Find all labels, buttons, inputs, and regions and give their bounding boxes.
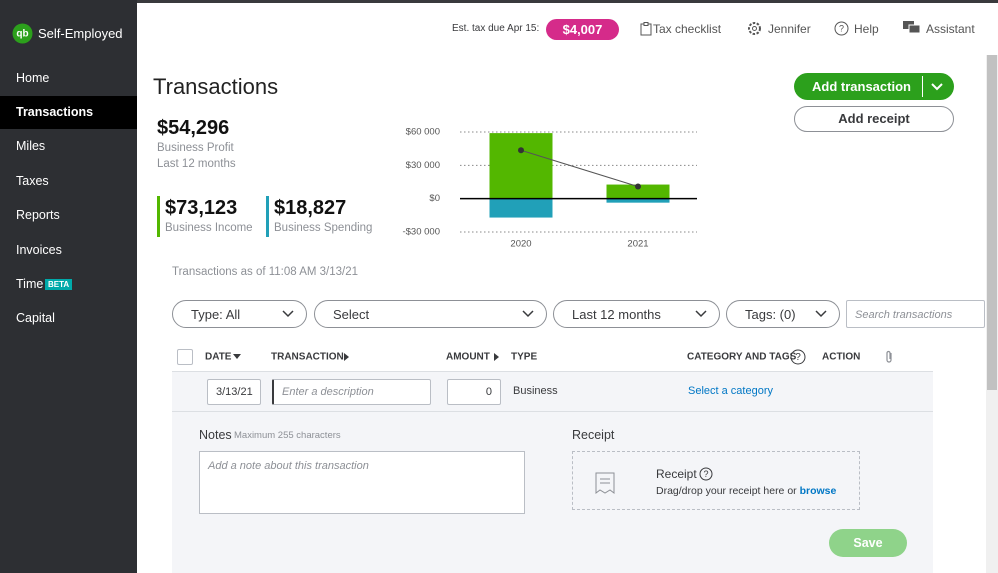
assistant[interactable]: Assistant <box>926 22 975 36</box>
receipt-label: Receipt <box>572 428 615 442</box>
amount-input[interactable]: 0 <box>447 379 501 405</box>
nav-item[interactable]: Invoices <box>16 243 62 257</box>
income-label: Business Income <box>165 222 253 234</box>
button-label: Add transaction <box>812 79 911 94</box>
app-name: Self-Employed <box>38 26 123 41</box>
income-amount: $73,123 <box>165 197 238 219</box>
add-receipt-button[interactable]: Add receipt <box>794 106 954 132</box>
description-input[interactable]: Enter a description <box>272 379 431 405</box>
bar <box>606 184 670 199</box>
gear-icon <box>748 22 761 35</box>
column-header: CATEGORY AND TAGS <box>687 351 797 363</box>
help[interactable]: Help <box>854 22 879 36</box>
filter-label: Select <box>333 306 370 322</box>
help-icon[interactable]: ? <box>790 349 806 365</box>
nav-item[interactable]: Time <box>16 277 44 291</box>
sort-icon <box>494 353 499 361</box>
category-link[interactable]: Select a category <box>688 385 773 397</box>
svg-text:?: ? <box>795 352 801 363</box>
period-filter[interactable]: Last 12 months <box>553 300 720 328</box>
profit-line <box>520 149 639 188</box>
type-value: Business <box>513 385 558 397</box>
profit-amount: $54,296 <box>157 117 230 139</box>
nav-item[interactable]: Taxes <box>16 174 49 188</box>
beta-badge: BETA <box>45 279 73 290</box>
search-input[interactable]: Search transactions <box>846 300 985 328</box>
attachment-icon <box>886 350 892 363</box>
top-border <box>137 0 998 3</box>
tax-checklist[interactable]: Tax checklist <box>653 22 722 36</box>
nav-item[interactable]: Transactions <box>16 105 94 119</box>
receipt-icon <box>595 472 615 494</box>
profit-label: Business Profit <box>157 142 234 154</box>
svg-text:?: ? <box>703 469 708 479</box>
svg-text:?: ? <box>839 23 844 33</box>
page-title: Transactions <box>153 74 279 99</box>
y-tick-label: -$30 000 <box>402 227 440 238</box>
sidebar: qb Self-Employed Home Transactions Miles… <box>0 0 137 573</box>
bar <box>489 133 553 199</box>
receipt-text: Drag/drop your receipt here or browse <box>656 485 836 497</box>
checklist-icon <box>640 22 652 36</box>
period-label: Last 12 months <box>157 158 236 170</box>
y-tick-label: $30 000 <box>406 160 440 171</box>
type-filter[interactable]: Type: All <box>172 300 307 328</box>
drop-text: Drag/drop your receipt here or <box>656 485 797 497</box>
bar <box>606 198 670 203</box>
y-tick-label: $60 000 <box>406 127 440 138</box>
help-icon[interactable]: ? <box>699 467 713 481</box>
x-tick-label: 2020 <box>510 239 531 250</box>
column-header: TYPE <box>511 351 538 363</box>
sort-icon <box>233 354 241 359</box>
browse-link[interactable]: browse <box>799 485 837 497</box>
notes-input[interactable]: Add a note about this transaction <box>199 451 525 514</box>
spending-marker <box>266 196 269 237</box>
tax-amount[interactable]: $4,007 <box>546 19 619 40</box>
nav-item[interactable]: Miles <box>16 139 46 153</box>
x-tick-label: 2021 <box>627 239 648 250</box>
column-header[interactable]: DATE <box>205 351 232 363</box>
active-nav-bg <box>0 96 137 129</box>
column-header[interactable]: AMOUNT <box>446 351 490 363</box>
column-header[interactable]: TRANSACTION <box>271 351 344 363</box>
income-marker <box>157 196 160 237</box>
nav-item[interactable]: Home <box>16 71 50 85</box>
spending-amount: $18,827 <box>274 197 347 219</box>
bar <box>489 198 553 218</box>
filter-label: Type: All <box>191 306 241 322</box>
select-all-checkbox[interactable] <box>177 349 193 365</box>
filter-label: Tags: (0) <box>745 306 796 322</box>
y-tick-label: $0 <box>429 193 440 204</box>
nav-item[interactable]: Reports <box>16 208 60 222</box>
svg-text:qb: qb <box>16 29 28 40</box>
row-divider <box>172 411 933 412</box>
sort-icon <box>344 353 349 361</box>
profit-point <box>518 147 524 154</box>
assistant-icon <box>903 21 921 34</box>
notes-hint: Maximum 255 characters <box>234 430 341 441</box>
scrollbar[interactable] <box>986 55 998 573</box>
tags-filter[interactable]: Tags: (0) <box>726 300 840 328</box>
profit-point <box>635 183 641 190</box>
spending-label: Business Spending <box>274 222 373 234</box>
column-header: ACTION <box>822 351 861 363</box>
help-icon: ? <box>834 21 849 36</box>
add-transaction-button[interactable]: Add transaction <box>794 73 954 100</box>
date-input[interactable]: 3/13/21 <box>207 379 261 405</box>
notes-label: Notes <box>199 428 232 442</box>
logo: qb <box>12 23 33 44</box>
select-filter[interactable]: Select <box>314 300 547 328</box>
save-button[interactable]: Save <box>829 529 907 557</box>
as-of: Transactions as of 11:08 AM 3/13/21 <box>172 266 359 278</box>
receipt-title: Receipt <box>656 467 697 481</box>
receipt-dropzone[interactable] <box>572 451 860 510</box>
user-menu[interactable]: Jennifer <box>768 22 811 36</box>
chart: -$30 000 $0 $30 000 $60 000 2020 2021 <box>402 127 697 250</box>
header-divider <box>172 371 933 372</box>
tax-label: Est. tax due Apr 15: <box>452 23 540 34</box>
nav-item[interactable]: Capital <box>16 311 55 325</box>
filter-label: Last 12 months <box>572 306 661 322</box>
